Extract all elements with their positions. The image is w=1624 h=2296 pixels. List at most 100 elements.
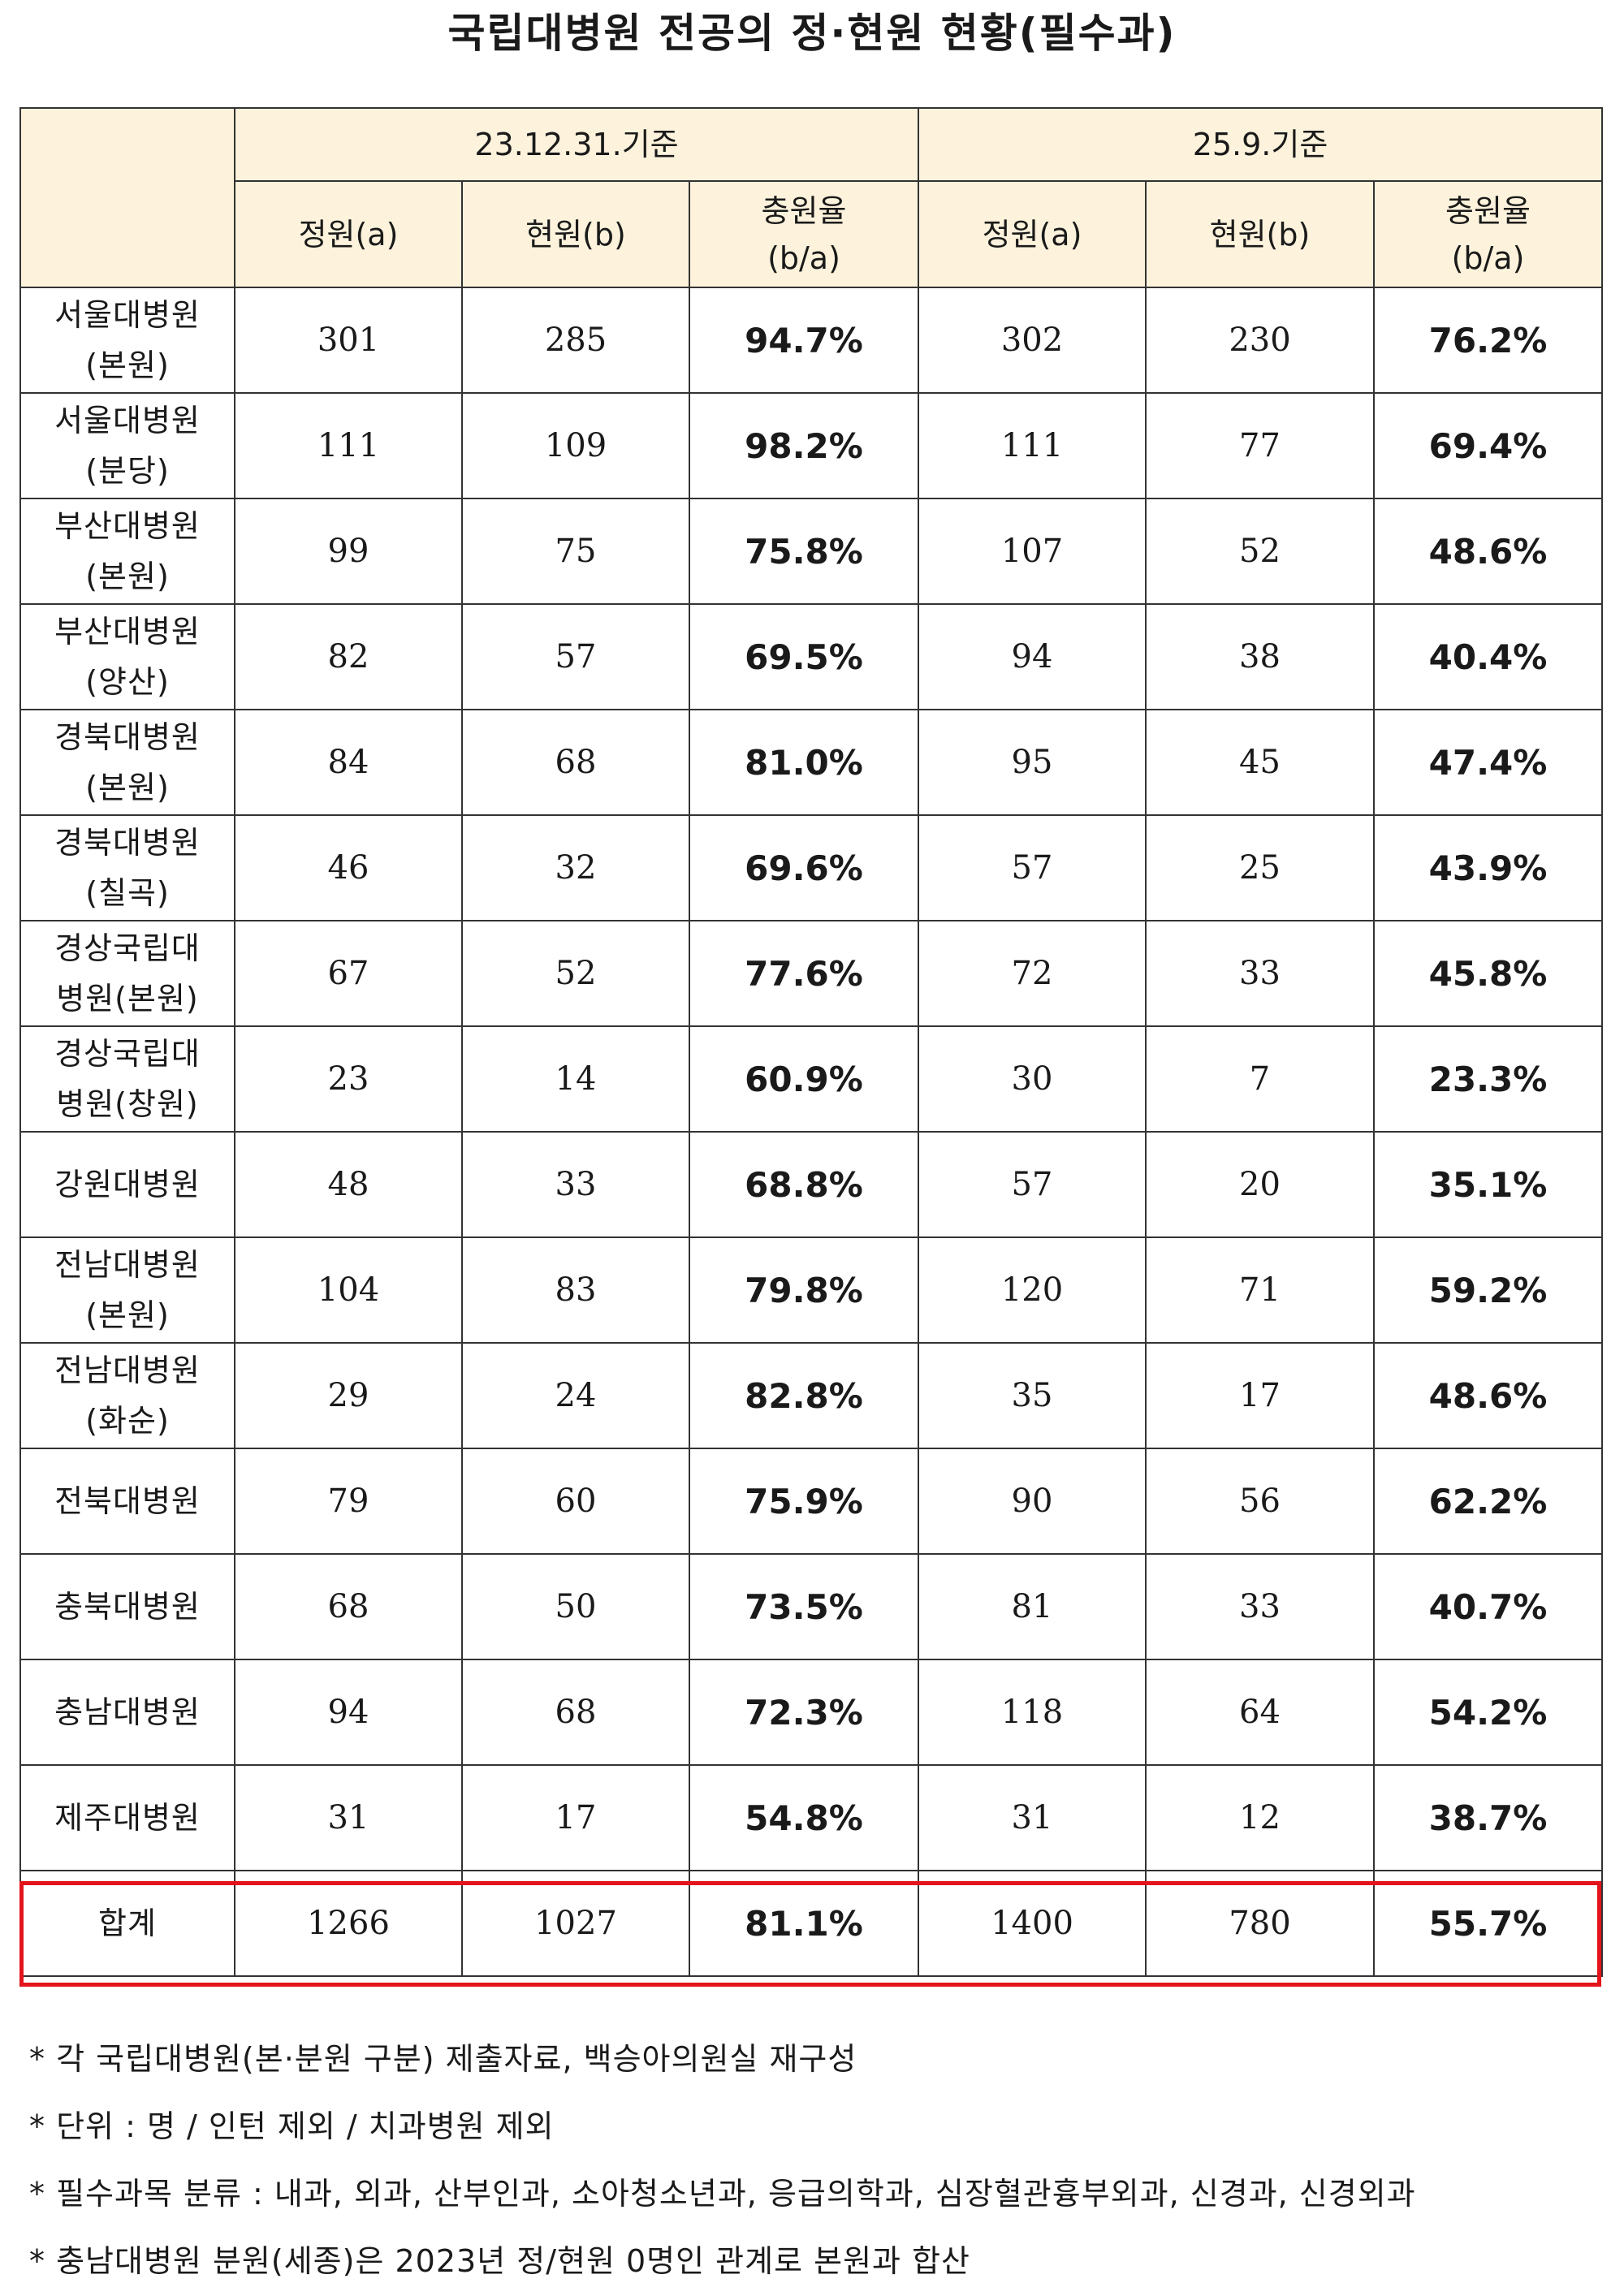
hospital-row: 경상국립대 병원(창원) 23 14 60.9% 30 7 23.3% bbox=[19, 1025, 1603, 1133]
current-2025-cell: 45 bbox=[1145, 709, 1375, 816]
quota-2025-cell: 30 bbox=[918, 1025, 1147, 1133]
hospital-name: 충남대병원 bbox=[54, 1694, 201, 1730]
col-rate-2023: 충원율 (b/a) bbox=[689, 180, 919, 288]
current-2023-cell: 57 bbox=[461, 603, 690, 710]
rate-2023-cell: 82.8% bbox=[689, 1342, 919, 1449]
hospital-site: 병원(본원) bbox=[56, 981, 199, 1016]
hospital-site: (본원) bbox=[85, 770, 170, 805]
hospital-name: 경북대병원 bbox=[54, 825, 201, 861]
current-2025-cell: 56 bbox=[1145, 1448, 1375, 1555]
hospital-name-cell: 경북대병원 (칠곡) bbox=[19, 814, 235, 921]
rate-2025-cell: 47.4% bbox=[1373, 709, 1603, 816]
col-rate-formula: (b/a) bbox=[767, 240, 840, 276]
current-2025-cell: 64 bbox=[1145, 1659, 1375, 1766]
col-rate-2025: 충원율 (b/a) bbox=[1373, 180, 1603, 288]
quota-2025-cell: 57 bbox=[918, 814, 1147, 921]
quota-2023-cell: 48 bbox=[234, 1131, 463, 1238]
quota-2025-cell: 94 bbox=[918, 603, 1147, 710]
quota-2025-cell: 302 bbox=[918, 287, 1147, 394]
current-2025-cell: 17 bbox=[1145, 1342, 1375, 1449]
rate-2025-cell: 69.4% bbox=[1373, 392, 1603, 499]
quota-2023-cell: 29 bbox=[234, 1342, 463, 1449]
hospital-name-cell: 제주대병원 bbox=[19, 1764, 235, 1871]
hospital-site: (화순) bbox=[85, 1403, 170, 1439]
quota-2025-cell: 111 bbox=[918, 392, 1147, 499]
hospital-name: 전북대병원 bbox=[54, 1483, 201, 1519]
hospital-name-cell: 부산대병원 (본원) bbox=[19, 498, 235, 605]
quota-2025-cell: 120 bbox=[918, 1236, 1147, 1344]
quota-2023-cell: 94 bbox=[234, 1659, 463, 1766]
total-row: 합계 1266 1027 81.1% 1400 780 55.7% bbox=[19, 1870, 1603, 1977]
current-2023-cell: 24 bbox=[461, 1342, 690, 1449]
current-2025-cell: 33 bbox=[1145, 920, 1375, 1027]
current-2023-cell: 33 bbox=[461, 1131, 690, 1238]
current-2023-cell: 285 bbox=[461, 287, 690, 394]
hospital-site: (본원) bbox=[85, 559, 170, 594]
hospital-name-cell: 전북대병원 bbox=[19, 1448, 235, 1555]
quota-2025-cell: 72 bbox=[918, 920, 1147, 1027]
staffing-table: 23.12.31.기준 25.9.기준 정원(a) 현원(b) 충원율 (b/a… bbox=[19, 107, 1603, 1977]
hospital-name: 부산대병원 bbox=[54, 508, 201, 544]
current-2023-cell: 75 bbox=[461, 498, 690, 605]
rate-2023-cell: 72.3% bbox=[689, 1659, 919, 1766]
hospital-row: 경상국립대 병원(본원) 67 52 77.6% 72 33 45.8% bbox=[19, 920, 1603, 1027]
hospital-row: 전남대병원 (화순) 29 24 82.8% 35 17 48.6% bbox=[19, 1342, 1603, 1449]
col-rate-label: 충원율 bbox=[761, 192, 847, 229]
page-title: 국립대병원 전공의 정·현원 현황(필수과) bbox=[447, 10, 1177, 57]
current-2025-cell: 52 bbox=[1145, 498, 1375, 605]
current-2025-cell: 12 bbox=[1145, 1764, 1375, 1871]
hospital-row: 충북대병원 68 50 73.5% 81 33 40.7% bbox=[19, 1553, 1603, 1660]
current-2025-cell: 780 bbox=[1145, 1870, 1375, 1977]
note-chungnam: * 충남대병원 분원(세종)은 2023년 정/현원 0명인 관계로 본원과 합… bbox=[29, 2243, 971, 2279]
hospital-row: 서울대병원 (본원) 301 285 94.7% 302 230 76.2% bbox=[19, 287, 1603, 394]
current-2025-cell: 33 bbox=[1145, 1553, 1375, 1660]
hospital-name: 강원대병원 bbox=[54, 1167, 201, 1202]
hospital-name-cell: 충남대병원 bbox=[19, 1659, 235, 1766]
hospital-name: 경상국립대 bbox=[54, 930, 201, 966]
hospital-site: 병원(창원) bbox=[56, 1086, 199, 1122]
period-header-2025: 25.9.기준 bbox=[918, 107, 1603, 182]
hospital-name-cell: 서울대병원 (분당) bbox=[19, 392, 235, 499]
current-2025-cell: 25 bbox=[1145, 814, 1375, 921]
hospital-name-cell: 부산대병원 (양산) bbox=[19, 603, 235, 710]
hospital-row: 경북대병원 (본원) 84 68 81.0% 95 45 47.4% bbox=[19, 709, 1603, 816]
quota-2025-cell: 57 bbox=[918, 1131, 1147, 1238]
hospital-row: 전북대병원 79 60 75.9% 90 56 62.2% bbox=[19, 1448, 1603, 1555]
rate-2023-cell: 75.9% bbox=[689, 1448, 919, 1555]
hospital-row: 부산대병원 (양산) 82 57 69.5% 94 38 40.4% bbox=[19, 603, 1603, 710]
period-header-2023: 23.12.31.기준 bbox=[234, 107, 919, 182]
hospital-site: (양산) bbox=[85, 664, 170, 700]
rate-2023-cell: 54.8% bbox=[689, 1764, 919, 1871]
period-header-row: 23.12.31.기준 25.9.기준 bbox=[19, 107, 1603, 288]
current-2025-cell: 77 bbox=[1145, 392, 1375, 499]
col-rate-label: 충원율 bbox=[1445, 192, 1531, 229]
hospital-name: 제주대병원 bbox=[54, 1800, 201, 1836]
note-classification: * 필수과목 분류 : 내과, 외과, 산부인과, 소아청소년과, 응급의학과,… bbox=[29, 2176, 1416, 2212]
rate-2023-cell: 81.0% bbox=[689, 709, 919, 816]
quota-2025-cell: 107 bbox=[918, 498, 1147, 605]
hospital-row: 경북대병원 (칠곡) 46 32 69.6% 57 25 43.9% bbox=[19, 814, 1603, 921]
rate-2025-cell: 54.2% bbox=[1373, 1659, 1603, 1766]
rate-2025-cell: 40.7% bbox=[1373, 1553, 1603, 1660]
hospital-name: 서울대병원 bbox=[54, 403, 201, 438]
rate-2023-cell: 94.7% bbox=[689, 287, 919, 394]
hospital-name: 경상국립대 bbox=[54, 1036, 201, 1072]
hospital-row: 충남대병원 94 68 72.3% 118 64 54.2% bbox=[19, 1659, 1603, 1766]
hospital-name: 전남대병원 bbox=[54, 1353, 201, 1388]
current-2023-cell: 60 bbox=[461, 1448, 690, 1555]
current-2025-cell: 38 bbox=[1145, 603, 1375, 710]
rate-2025-cell: 23.3% bbox=[1373, 1025, 1603, 1133]
rate-2023-cell: 81.1% bbox=[689, 1870, 919, 1977]
current-2023-cell: 68 bbox=[461, 1659, 690, 1766]
current-2025-cell: 230 bbox=[1145, 287, 1375, 394]
hospital-site: (본원) bbox=[85, 347, 170, 383]
quota-2025-cell: 95 bbox=[918, 709, 1147, 816]
hospital-name-cell: 합계 bbox=[19, 1870, 235, 1977]
current-2023-cell: 83 bbox=[461, 1236, 690, 1344]
hospital-name: 합계 bbox=[98, 1905, 157, 1941]
col-quota-2023: 정원(a) bbox=[234, 180, 463, 288]
hospital-row: 제주대병원 31 17 54.8% 31 12 38.7% bbox=[19, 1764, 1603, 1871]
quota-2023-cell: 79 bbox=[234, 1448, 463, 1555]
